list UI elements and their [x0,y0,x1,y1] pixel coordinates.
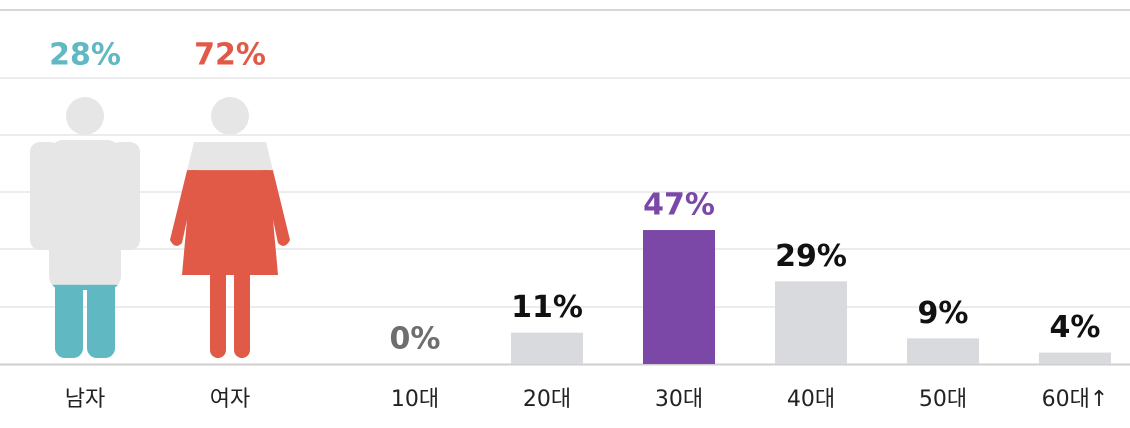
arm [262,170,290,246]
category-label: 20대 [523,387,571,412]
category-label: 30대 [655,387,703,412]
arm [170,170,198,246]
value-label: 9% [918,296,969,331]
background-rules [0,9,1130,308]
bar [643,230,715,364]
value-label: 47% [643,188,715,223]
value-label: 29% [775,239,847,274]
value-label: 11% [511,290,583,325]
dress [182,170,278,275]
bar [511,332,583,364]
torso [49,140,121,290]
value-label: 0% [390,322,441,357]
figure-fill [170,170,290,358]
leg [55,284,83,358]
category-label: 10대 [391,387,439,412]
bar [775,281,847,364]
category-label: 남자 [65,387,105,412]
head [211,97,249,135]
figure-fill [52,284,118,358]
category-label: 60대↑ [1042,387,1109,412]
value-label: 28% [49,38,121,73]
leg [234,260,250,358]
leg [210,260,226,358]
arm [110,142,140,250]
bar [1039,352,1111,364]
arm [30,142,60,250]
head [66,97,104,135]
leg [87,284,115,358]
category-label: 50대 [919,387,967,412]
bar [907,338,979,364]
value-label: 72% [194,38,266,73]
category-label: 여자 [210,387,250,412]
figure [30,97,140,358]
category-label: 40대 [787,387,835,412]
value-label: 4% [1050,310,1101,345]
